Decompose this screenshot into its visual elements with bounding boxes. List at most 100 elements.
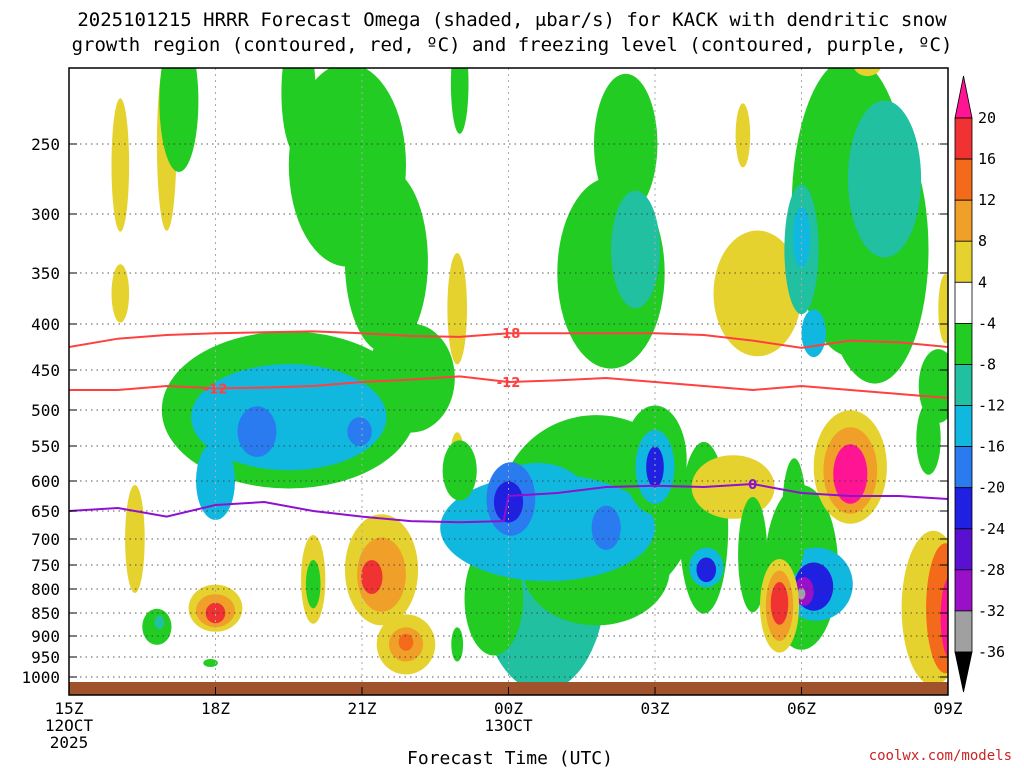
omega-cell-60 <box>833 444 868 504</box>
y-tick-label-1000: 1000 <box>21 668 60 687</box>
y-tick-label-950: 950 <box>31 648 60 667</box>
x-tick-label-3-0: 18Z <box>201 699 230 718</box>
colorbar-label-2: 12 <box>978 191 996 209</box>
omega-cell-38 <box>493 481 524 523</box>
omega-cell-68 <box>205 602 226 624</box>
colorbar-label-7: -12 <box>978 397 1005 415</box>
x-tick-label-6-0: 21Z <box>348 699 377 718</box>
omega-cell-11 <box>196 442 235 520</box>
x-tick-label-0-2: 2025 <box>50 733 89 752</box>
x-tick-label-0-1: 12OCT <box>45 716 94 735</box>
contour-label-0: -18 <box>497 327 521 342</box>
omega-cell-28 <box>801 309 826 358</box>
x-tick-label-18-0: 09Z <box>934 699 963 718</box>
omega-cell-30 <box>938 274 948 344</box>
colorbar-label-1: 16 <box>978 150 996 168</box>
x-tick-label-9-0: 00Z <box>494 699 523 718</box>
colorbar-box-6 <box>954 364 973 406</box>
omega-cell-10 <box>259 398 367 458</box>
omega-cell-25 <box>847 100 922 258</box>
omega-cell-71 <box>154 615 165 630</box>
omega-cell-22 <box>713 230 802 357</box>
colorbar-box-0 <box>954 117 973 160</box>
colorbar-bottom-triangle <box>954 651 973 693</box>
x-tick-label-12-0: 03Z <box>641 699 670 718</box>
omega-cell-21 <box>735 103 751 168</box>
omega-cell-52 <box>797 588 806 600</box>
y-tick-label-600: 600 <box>31 472 60 491</box>
y-tick-label-350: 350 <box>31 264 60 283</box>
grid-lines <box>68 68 949 682</box>
omega-cell-39 <box>591 505 621 550</box>
x-tick-label-9-1: 13OCT <box>484 716 533 735</box>
colorbar-label-3: 8 <box>978 232 987 250</box>
colorbar-label-10: -24 <box>978 520 1005 538</box>
omega-cell-75 <box>361 560 383 594</box>
omega-cell-46 <box>442 440 477 501</box>
omega-cell-0 <box>111 98 130 232</box>
y-tick-label-400: 400 <box>31 315 60 334</box>
contour-label-3: 0 <box>748 478 757 493</box>
y-tick-label-250: 250 <box>31 135 60 154</box>
omega-cell-80 <box>305 560 321 609</box>
x-tick-label-0-0: 15Z <box>55 699 84 718</box>
omega-cell-15 <box>450 68 469 134</box>
omega-cell-57 <box>770 582 789 625</box>
colorbar-label-5: -4 <box>978 314 996 332</box>
omega-cell-16 <box>447 253 468 365</box>
omega-cell-45 <box>696 557 717 583</box>
colorbar-box-7 <box>954 405 973 447</box>
y-tick-label-450: 450 <box>31 361 60 380</box>
omega-cell-3 <box>159 68 199 172</box>
omega-cell-20 <box>611 190 660 309</box>
colorbar-label-11: -28 <box>978 561 1005 579</box>
omega-cell-29 <box>853 68 881 77</box>
colorbar-box-3 <box>954 240 973 283</box>
colorbar-box-12 <box>954 610 973 653</box>
contour-line-1 <box>69 375 948 399</box>
chart-title-line-1: 2025101215 HRRR Forecast Omega (shaded, … <box>77 9 947 31</box>
omega-cell-6 <box>344 169 428 354</box>
credit-link[interactable]: coolwx.com/models <box>869 748 1012 764</box>
colorbar-box-8 <box>954 446 973 489</box>
colorbar-box-11 <box>954 569 973 612</box>
colorbar-label-4: 4 <box>978 273 987 291</box>
colorbar-label-6: -8 <box>978 356 996 374</box>
temperature-contours: -18 -12 -12 0 <box>69 327 948 524</box>
omega-cell-14 <box>347 417 372 446</box>
omega-shading <box>111 68 948 692</box>
chart-title-line-2: growth region (contoured, red, ºC) and f… <box>72 34 953 56</box>
y-tick-label-850: 850 <box>31 604 60 623</box>
y-tick-label-650: 650 <box>31 502 60 521</box>
omega-cell-81 <box>451 627 464 662</box>
y-tick-label-300: 300 <box>31 205 60 224</box>
pressure-axis: 250 300 350 400 450 500 550 600 650 700 750 800 850 9… <box>21 135 948 687</box>
y-tick-label-750: 750 <box>31 556 60 575</box>
omega-cell-62 <box>916 402 941 475</box>
y-tick-label-800: 800 <box>31 580 60 599</box>
colorbar-label-13: -36 <box>978 643 1005 661</box>
colorbar-box-9 <box>954 487 973 530</box>
omega-cell-13 <box>237 406 277 457</box>
colorbar-box-1 <box>954 158 973 201</box>
contour-line-3 <box>69 482 948 524</box>
contour-label-2: -12 <box>497 376 521 391</box>
colorbar-box-4 <box>954 281 973 324</box>
x-tick-label-15-0: 06Z <box>787 699 816 718</box>
omega-cell-42 <box>646 446 664 488</box>
y-tick-label-900: 900 <box>31 627 60 646</box>
y-tick-label-550: 550 <box>31 437 60 456</box>
x-axis-label: Forecast Time (UTC) <box>407 748 613 768</box>
colorbar-label-0: 20 <box>978 109 996 127</box>
colorbar-box-10 <box>954 528 973 571</box>
colorbar: 20 16 12 8 4 -4 -8 -12 -16 -20 -24 -28 -32 -36 <box>954 75 1005 693</box>
omega-cell-72 <box>203 659 218 667</box>
colorbar-top-triangle <box>954 75 973 119</box>
omega-cell-54 <box>782 458 807 575</box>
colorbar-label-8: -16 <box>978 438 1005 456</box>
colorbar-box-5 <box>954 322 973 365</box>
colorbar-label-9: -20 <box>978 479 1005 497</box>
omega-cell-78 <box>398 633 414 651</box>
